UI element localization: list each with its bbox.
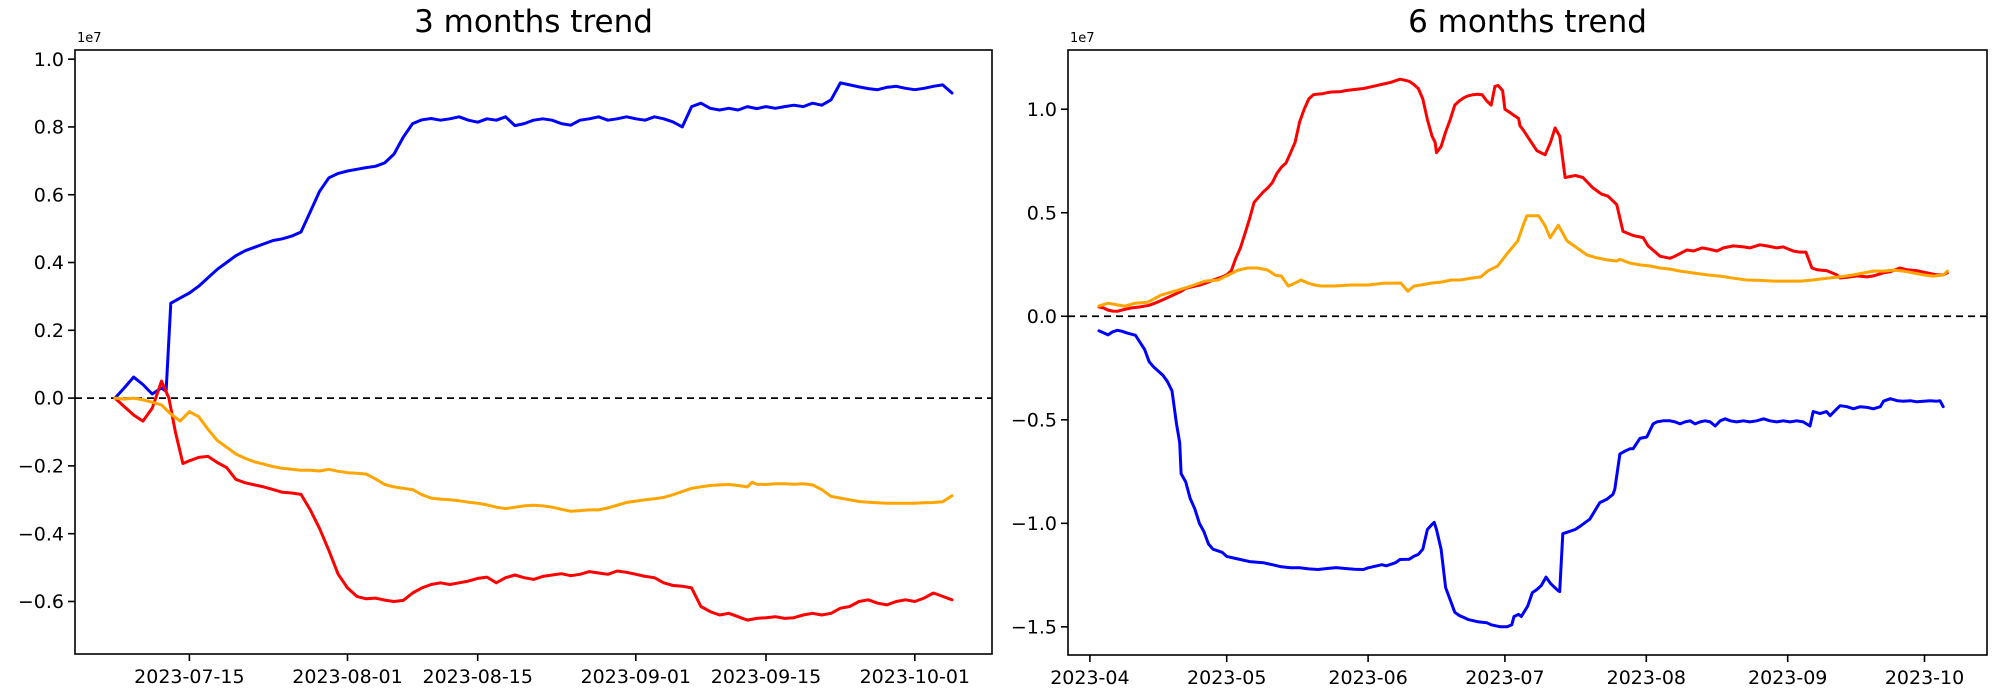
x-tick-label: 2023-04 <box>1050 667 1129 689</box>
y-tick-label: −1.0 <box>1011 513 1057 535</box>
x-tick-label: 2023-07-15 <box>134 666 244 688</box>
y-tick-label: 0.2 <box>34 320 64 342</box>
x-tick-label: 2023-06 <box>1328 667 1407 689</box>
chart-title-6-months: 6 months trend <box>1408 4 1647 40</box>
x-tick-label: 2023-09-15 <box>711 666 821 688</box>
y-tick-label: −0.4 <box>18 523 64 545</box>
y-tick-label: 0.5 <box>1027 202 1057 224</box>
series-line-red <box>113 379 954 622</box>
x-tick-label: 2023-09-01 <box>581 666 691 688</box>
y-tick-label: 1.0 <box>1027 99 1057 121</box>
x-tick-label: 2023-07 <box>1465 667 1544 689</box>
y-tick-label: 1.0 <box>34 49 64 71</box>
y-axis-offset-label-right: 1e7 <box>1070 31 1095 46</box>
x-tick-label: 2023-05 <box>1187 667 1266 689</box>
series-line-red <box>1097 77 1949 313</box>
y-tick-label: 0.8 <box>34 117 64 139</box>
x-tick-label: 2023-10 <box>1885 667 1964 689</box>
plot-border <box>74 49 993 655</box>
y-tick-label: −0.2 <box>18 456 64 478</box>
plot-border <box>1067 49 1988 656</box>
series-line-orange <box>1097 214 1949 308</box>
x-tick-label: 2023-10-01 <box>860 666 970 688</box>
y-tick-label: 0.6 <box>34 184 64 206</box>
y-tick-label: 0.4 <box>34 252 64 274</box>
x-tick-label: 2023-08-01 <box>292 666 402 688</box>
x-tick-label: 2023-09 <box>1748 667 1827 689</box>
series-line-blue <box>113 81 954 400</box>
x-tick-label: 2023-08 <box>1607 667 1686 689</box>
y-tick-label: 0.0 <box>34 388 64 410</box>
series-line-blue <box>1097 328 1945 629</box>
x-tick-label: 2023-08-15 <box>422 666 532 688</box>
y-tick-label: −0.5 <box>1011 409 1057 431</box>
chart-title-3-months: 3 months trend <box>414 4 653 40</box>
y-tick-label: −0.6 <box>18 591 64 613</box>
axes-0: 1.0 0.8 0.6 0.4 0.2 0.0 −0.2 −0.4 −0.6 2023-07-15… <box>18 49 993 688</box>
y-axis-offset-label-left: 1e7 <box>77 31 102 46</box>
axes-1: 1.0 0.5 0.0 −0.5 −1.0 −1.5 2023-04 2023-05 2023-… <box>1011 49 1988 689</box>
y-tick-label: −1.5 <box>1011 616 1057 638</box>
y-tick-label: 0.0 <box>1027 306 1057 328</box>
series-line-orange <box>113 396 954 513</box>
